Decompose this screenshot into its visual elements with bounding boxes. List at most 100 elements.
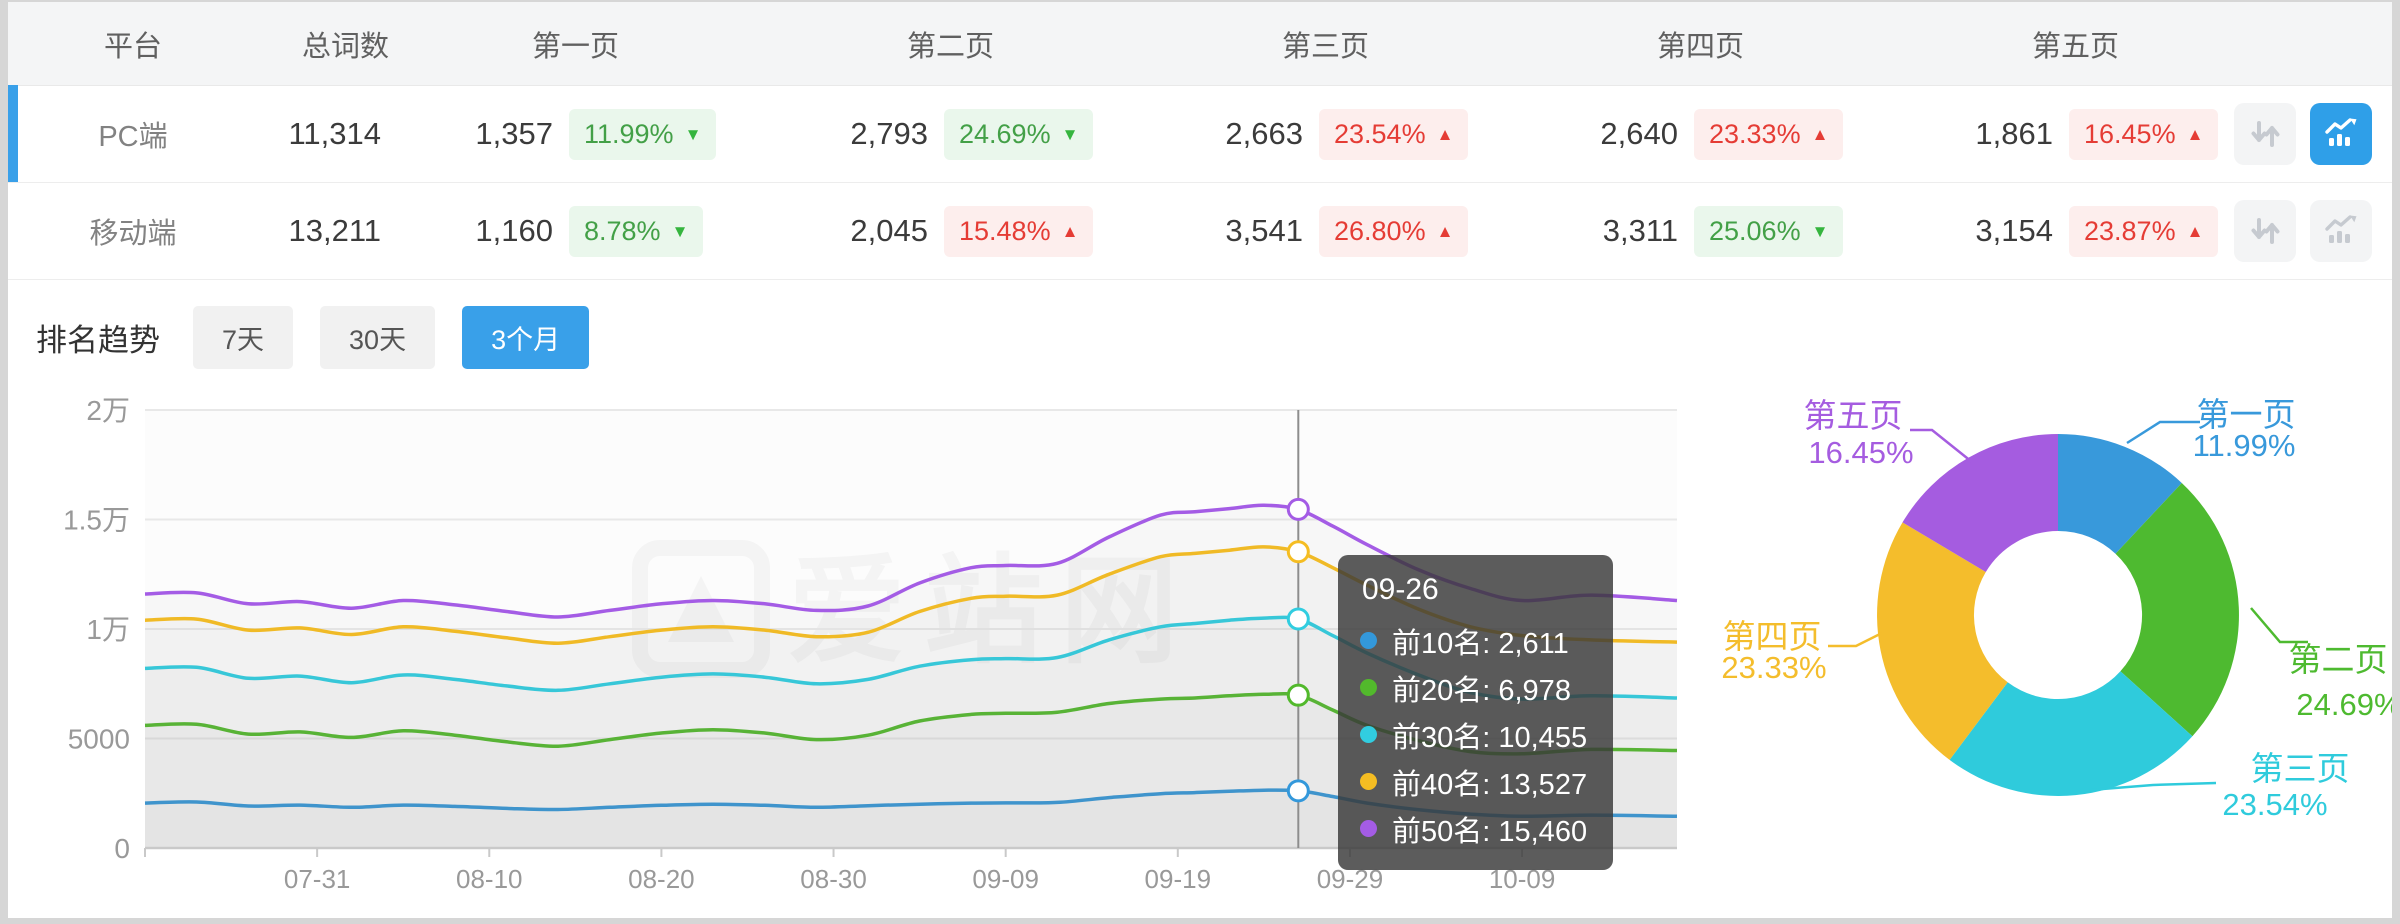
total-words-value: 11,314 [288, 116, 381, 151]
y-axis-label: 5000 [68, 724, 130, 755]
trend-chart-icon [2325, 118, 2357, 146]
x-axis-label: 08-20 [628, 864, 695, 894]
donut-slice-第一页[interactable] [2058, 434, 2182, 554]
trend-arrow-icon: ▲ [1061, 221, 1079, 241]
trend-arrow-icon: ▼ [1811, 221, 1829, 241]
chart-tooltip: 09-26 前10名: 2,611 前20名: 6,978 前30名: 10,455… [1338, 555, 1614, 870]
y-axis-label: 1万 [86, 614, 130, 645]
watermark-logo-icon [632, 540, 770, 678]
area-series-0 [145, 790, 1677, 848]
page5-count: 1,861 [1975, 116, 2053, 151]
y-axis-label: 1.5万 [63, 505, 130, 536]
donut-label-pct: 16.45% [1808, 435, 1913, 470]
page3-count: 3,541 [1225, 213, 1303, 248]
page4-change-badge: 25.06% ▼ [1694, 205, 1844, 257]
page2-change-badge: 15.48% ▲ [944, 205, 1094, 257]
trend-arrow-icon: ▲ [1436, 221, 1454, 241]
donut-slice-第二页[interactable] [2115, 483, 2239, 737]
series-dot-icon [1360, 820, 1377, 837]
tab-7-days[interactable]: 7天 [193, 305, 294, 369]
trend-arrow-icon: ▼ [684, 124, 702, 144]
page1-change-badge: 8.78% ▼ [569, 205, 704, 257]
chart-toggle-button[interactable] [2310, 200, 2372, 262]
watermark-text: 爱站网 [788, 546, 1196, 678]
page4-change-badge: 23.33% ▲ [1694, 108, 1844, 160]
page3-count: 2,663 [1225, 116, 1303, 151]
trend-period-bar: 排名趋势 7天 30天 3个月 [36, 305, 590, 369]
tab-3-months[interactable]: 3个月 [462, 305, 590, 369]
donut-leader-line [2250, 607, 2308, 644]
page3-change-badge: 26.80% ▲ [1319, 205, 1469, 257]
tab-30-days[interactable]: 30天 [320, 305, 436, 369]
page4-count: 3,311 [1602, 213, 1678, 248]
page5-change-badge: 16.45% ▲ [2069, 108, 2219, 160]
platform-label: 移动端 [89, 218, 177, 250]
hover-marker-2 [1286, 607, 1310, 631]
trend-arrow-icon: ▼ [1061, 124, 1079, 144]
tooltip-item: 前10名: 2,611 [1360, 617, 1587, 664]
x-axis-label: 09-09 [972, 864, 1039, 894]
series-dot-icon [1360, 679, 1377, 696]
series-dot-icon [1360, 773, 1377, 790]
donut-slice-第五页[interactable] [1902, 434, 2059, 572]
trend-arrow-icon: ▲ [2186, 124, 2204, 144]
tooltip-item: 前40名: 13,527 [1360, 758, 1587, 805]
x-axis-label: 07-31 [284, 864, 351, 894]
donut-leader-line [1910, 428, 1973, 463]
donut-leader-line [1828, 631, 1883, 648]
trend-arrow-icon: ▼ [671, 221, 689, 241]
page2-count: 2,793 [850, 116, 928, 151]
tooltip-item: 前20名: 6,978 [1360, 664, 1587, 711]
trend-and-donut-chart: 爱站网 0 5000 1万 1.5万 2万 07-31 08-10 08-20 08-30 09-0… [63, 395, 2392, 894]
sort-button[interactable] [2234, 200, 2296, 262]
col-header-platform: 平台 [103, 30, 162, 63]
tooltip-item: 前50名: 15,460 [1360, 805, 1587, 852]
donut-label-pct: 23.54% [2222, 787, 2327, 822]
hover-marker-4 [1286, 497, 1310, 521]
donut-label-name: 第二页 [2289, 641, 2388, 678]
series-dot-icon [1360, 632, 1377, 649]
x-axis-label: 08-30 [800, 864, 867, 894]
page1-count: 1,160 [475, 213, 553, 248]
tooltip-item: 前30名: 10,455 [1360, 711, 1587, 758]
x-axis-label: 08-10 [456, 864, 523, 894]
tooltip-item-text: 前30名: 10,455 [1392, 721, 1588, 754]
hover-marker-1 [1286, 683, 1310, 707]
donut-label-pct: 11.99% [2193, 428, 2296, 463]
tooltip-item-text: 前20名: 6,978 [1392, 674, 1571, 707]
chart-toggle-button[interactable] [2310, 103, 2372, 165]
donut-label-pct: 24.69% [2296, 687, 2392, 722]
donut-slice-第三页[interactable] [1949, 671, 2193, 796]
col-header-page2: 第二页 [906, 30, 994, 63]
donut-label-name: 第五页 [1804, 397, 1903, 434]
page2-count: 2,045 [850, 213, 928, 248]
x-axis-label: 09-19 [1145, 864, 1212, 894]
hover-marker-0 [1286, 779, 1310, 803]
tooltip-item-text: 前40名: 13,527 [1392, 768, 1588, 801]
tooltip-item-text: 前50名: 15,460 [1392, 815, 1588, 848]
col-header-page1: 第一页 [531, 30, 619, 63]
area-series-4 [145, 505, 1677, 848]
sort-arrows-icon [2251, 218, 2280, 244]
trend-arrow-icon: ▲ [1811, 124, 1829, 144]
page2-change-badge: 24.69% ▼ [944, 108, 1094, 160]
table-row-mobile[interactable]: 移动端 13,211 1,160 8.78% ▼ 2,045 15.48% ▲ 3,… [8, 183, 2392, 280]
hover-marker-3 [1286, 540, 1310, 564]
donut-label-name: 第一页 [2197, 396, 2296, 433]
table-header: 平台 总词数 第一页 第二页 第三页 第四页 第五页 [8, 2, 2392, 86]
line-series-4[interactable] [144, 503, 1678, 619]
col-header-page3: 第三页 [1281, 30, 1369, 63]
donut-leader-line [2089, 781, 2217, 792]
sort-button[interactable] [2234, 103, 2296, 165]
trend-title: 排名趋势 [36, 322, 160, 358]
page3-change-badge: 23.54% ▲ [1319, 108, 1469, 160]
col-header-total-words: 总词数 [301, 30, 389, 63]
page1-count: 1,357 [475, 116, 553, 151]
tooltip-date: 09-26 [1362, 573, 1439, 606]
page5-count: 3,154 [1975, 213, 2053, 248]
table-row-pc[interactable]: PC端 11,314 1,357 11.99% ▼ 2,793 24.69% ▼ 2… [8, 85, 2392, 183]
donut-slice-第四页[interactable] [1877, 522, 2008, 760]
platform-label: PC端 [98, 121, 168, 153]
col-header-page5: 第五页 [2031, 30, 2119, 63]
area-series-1 [145, 693, 1677, 848]
